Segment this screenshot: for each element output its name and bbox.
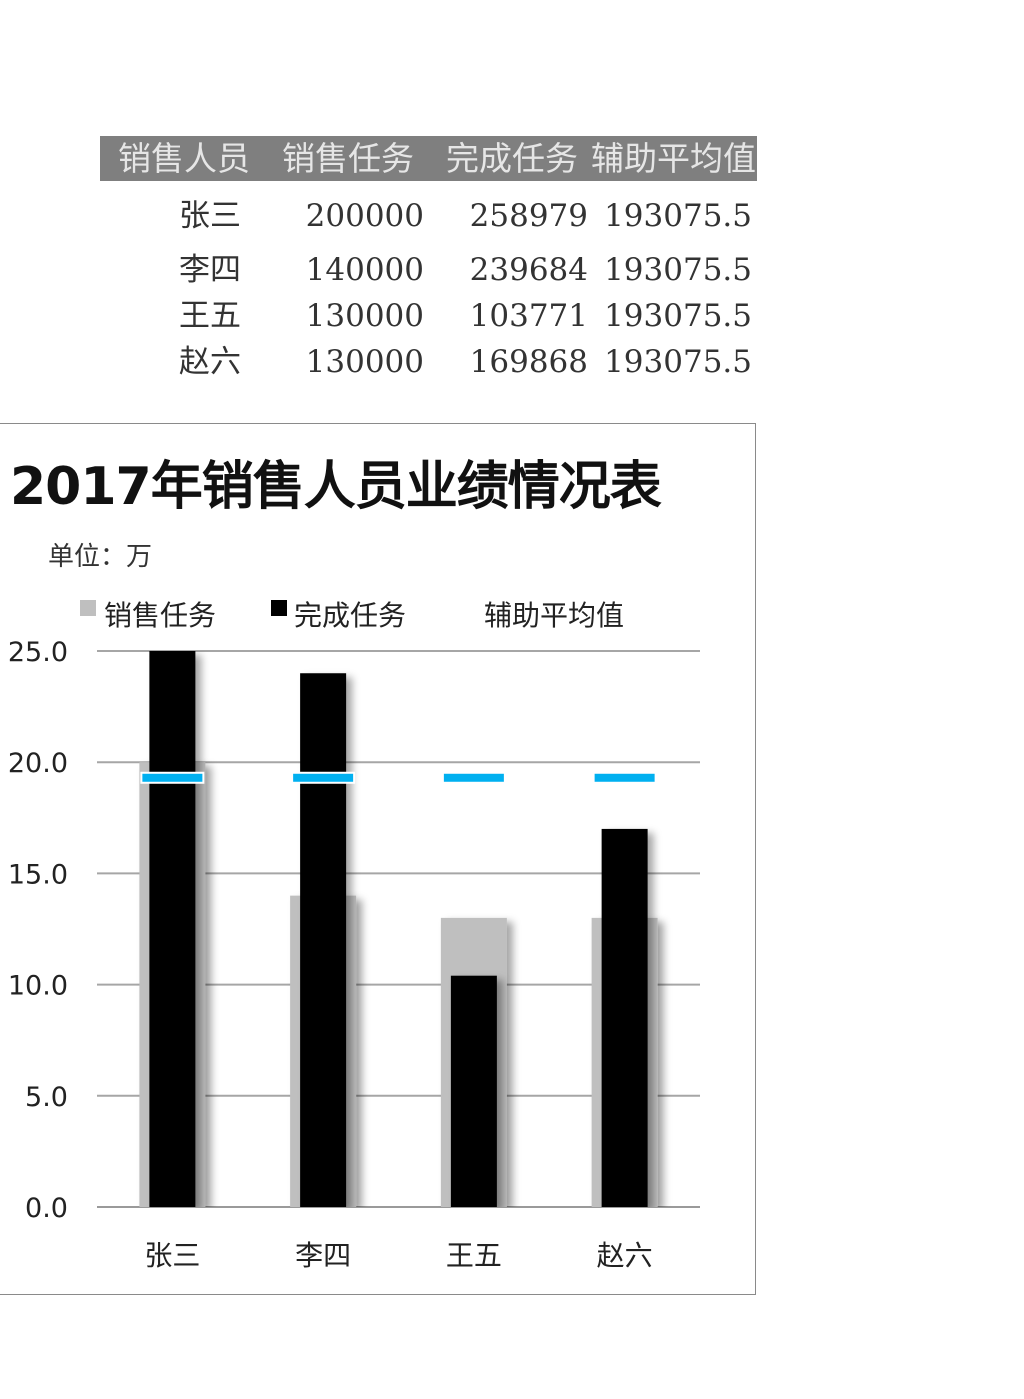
- legend-label-average: 辅助平均值: [484, 599, 624, 632]
- header-sales-task: 销售任务: [282, 139, 414, 178]
- x-category-label: 王五: [446, 1239, 502, 1272]
- average-marker: [594, 773, 655, 782]
- cell-task: 130000: [305, 344, 424, 380]
- cell-avg: 193075.5: [604, 198, 752, 234]
- cell-done: 169868: [469, 344, 588, 380]
- cell-task: 200000: [305, 198, 424, 234]
- cell-task: 130000: [305, 298, 424, 334]
- x-category-label: 张三: [144, 1239, 200, 1272]
- header-average: 辅助平均值: [591, 139, 756, 178]
- table-row: 赵六 130000 169868 193075.5: [100, 339, 757, 385]
- bar-completed-task: [300, 673, 347, 1207]
- header-completed-task: 完成任务: [446, 139, 578, 178]
- cell-name: 赵六: [179, 344, 241, 380]
- cell-task: 140000: [305, 252, 424, 288]
- legend-label-sales-task: 销售任务: [104, 599, 216, 632]
- y-tick-label: 15.0: [8, 859, 68, 890]
- bar-completed-task: [149, 651, 196, 1207]
- table-row: 张三 200000 258979 193075.5: [100, 193, 757, 239]
- cell-avg: 193075.5: [604, 344, 752, 380]
- cell-done: 239684: [469, 252, 588, 288]
- y-tick-label: 10.0: [8, 971, 68, 1002]
- cell-avg: 193075.5: [604, 252, 752, 288]
- bars-group: [139, 651, 658, 1207]
- x-category-label: 李四: [295, 1239, 351, 1272]
- bar-completed-task: [450, 975, 497, 1207]
- chart-title: 2017年销售人员业绩情况表: [10, 457, 662, 517]
- cell-avg: 193075.5: [604, 298, 752, 334]
- table-row: 李四 140000 239684 193075.5: [100, 247, 757, 293]
- y-tick-label: 20.0: [8, 748, 68, 779]
- cell-name: 李四: [179, 252, 241, 288]
- y-tick-label: 25.0: [8, 637, 68, 668]
- data-table: 销售人员 销售任务 完成任务 辅助平均值 张三 200000 258979 19…: [100, 136, 757, 385]
- average-marker: [443, 773, 504, 782]
- x-category-label: 赵六: [597, 1239, 653, 1272]
- legend-swatch-completed-task: [271, 600, 287, 616]
- header-salesperson: 销售人员: [118, 139, 250, 178]
- average-marker: [142, 773, 203, 782]
- cell-name: 王五: [179, 298, 241, 334]
- bar-completed-task: [601, 828, 648, 1207]
- legend-label-completed-task: 完成任务: [294, 599, 406, 632]
- y-tick-label: 0.0: [25, 1193, 68, 1224]
- chart-unit-label: 单位：万: [48, 542, 153, 572]
- cell-name: 张三: [179, 198, 241, 234]
- cell-done: 258979: [469, 198, 588, 234]
- table-row: 王五 130000 103771 193075.5: [100, 293, 757, 339]
- table-header: 销售人员 销售任务 完成任务 辅助平均值: [100, 136, 757, 181]
- average-marker: [293, 773, 354, 782]
- legend-swatch-sales-task: [80, 600, 96, 616]
- y-tick-label: 5.0: [25, 1082, 68, 1113]
- cell-done: 103771: [469, 298, 588, 334]
